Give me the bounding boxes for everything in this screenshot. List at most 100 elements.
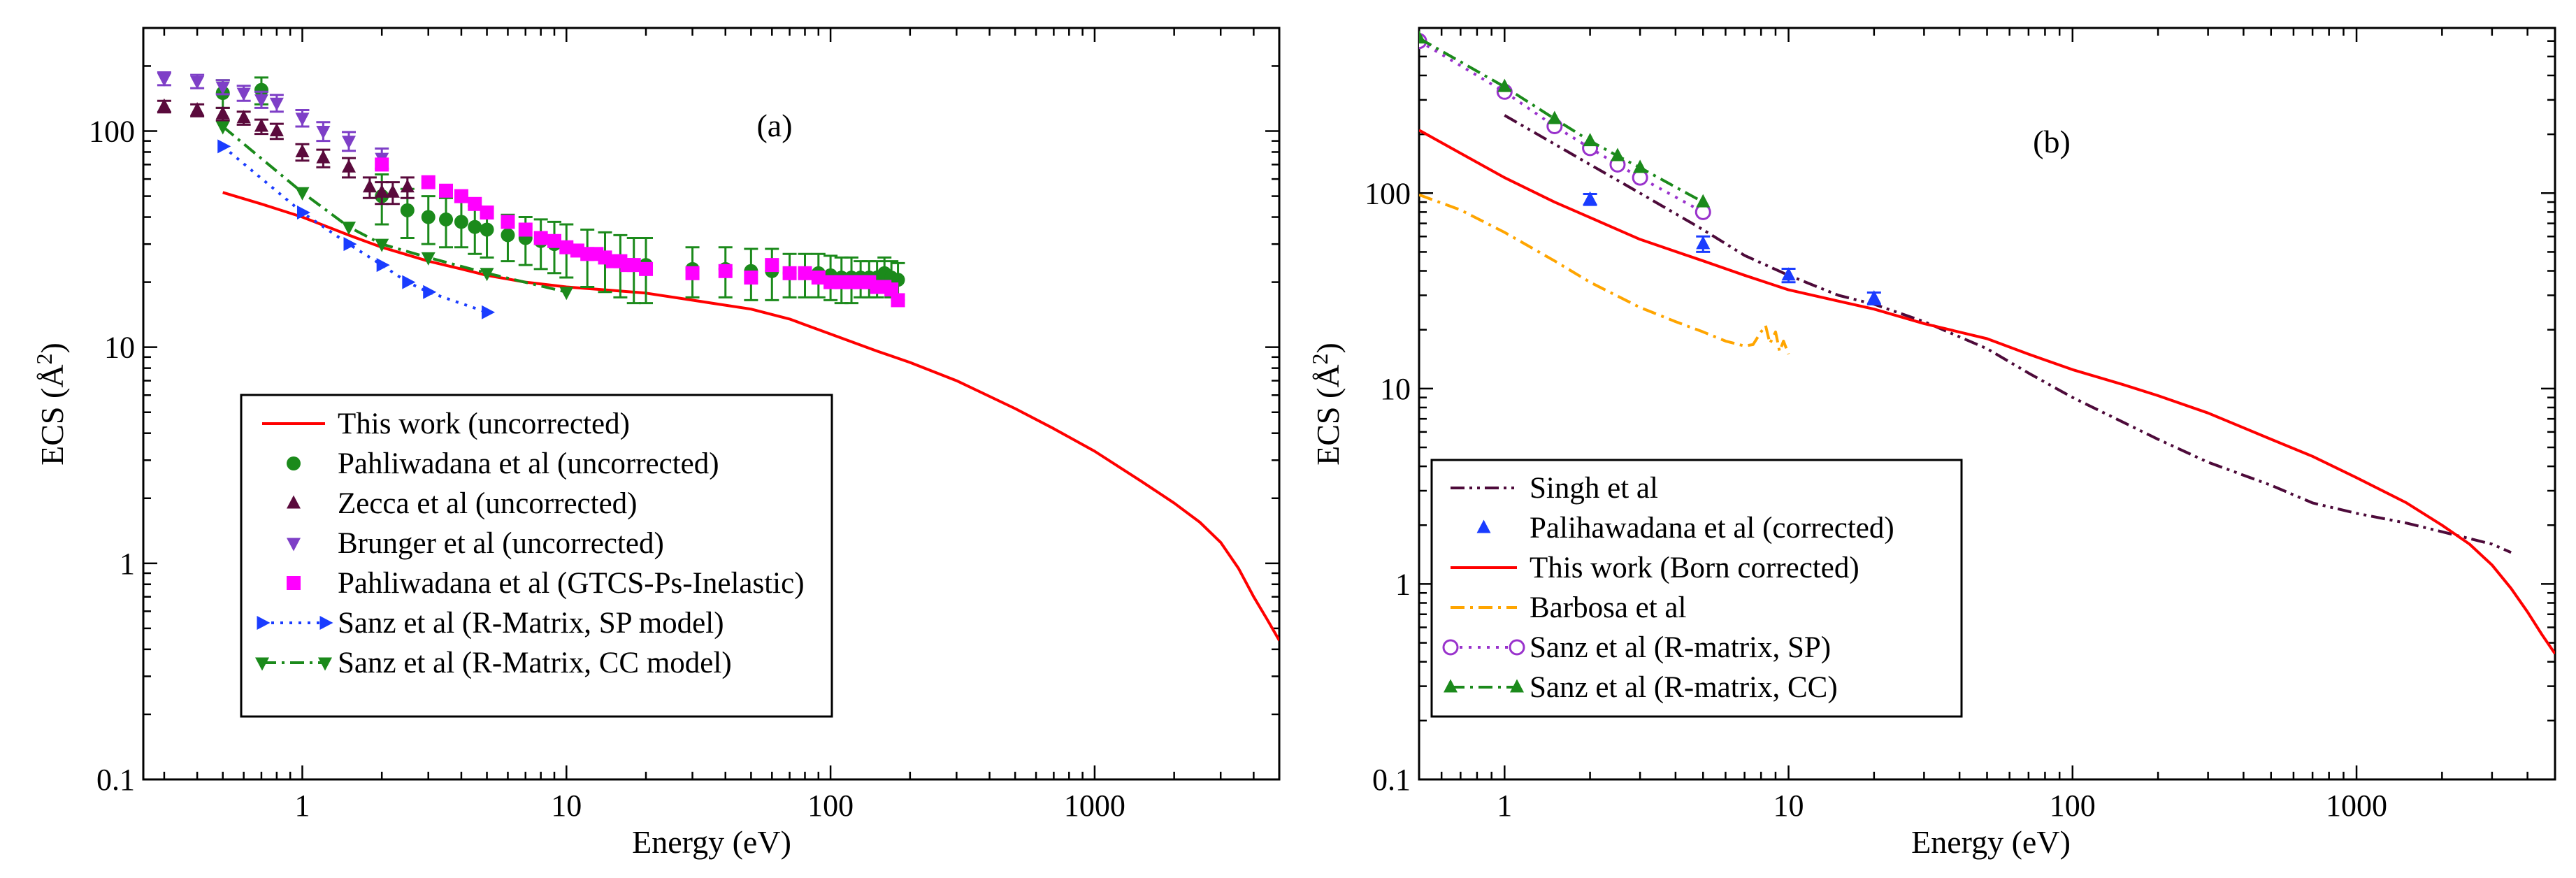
panel-b-x-tick-label: 100	[2050, 789, 2096, 823]
panel-b-series-0	[1504, 114, 2512, 554]
panel-a-data-point	[421, 210, 436, 224]
panel-a-data-point	[254, 94, 268, 108]
panel-a-data-point	[341, 222, 356, 236]
panel-a-x-tick-label: 1	[294, 789, 310, 823]
panel-a-tag: (a)	[756, 108, 792, 143]
panel-b-series-3	[1419, 193, 1790, 355]
panel-a-series-2	[157, 98, 415, 206]
panel-a-data-point	[295, 187, 310, 201]
panel-b-series	[1419, 30, 2555, 655]
panel-b-legend-label: Sanz et al (R-matrix, SP)	[1530, 631, 1831, 664]
panel-a-data-point	[547, 233, 561, 248]
panel-a-data-point	[362, 179, 377, 193]
panel-a-data-point	[559, 287, 574, 301]
panel-b-data-point	[1419, 30, 1426, 44]
panel-b-x-axis-label: Energy (eV)	[1911, 824, 2071, 860]
panel-a-data-point	[215, 121, 230, 135]
panel-a-legend-marker	[255, 657, 269, 671]
panel-a-data-point	[423, 285, 437, 299]
panel-b-ticks: 1 10 100 1000 0.1 1 10 100	[1365, 27, 2556, 823]
panel-b-legend-marker	[1509, 639, 1525, 656]
panel-a-data-point	[891, 293, 905, 308]
panel-b-data-point	[1497, 78, 1512, 92]
panel-b-series-line	[1419, 193, 1790, 355]
panel-b-series-line	[1419, 129, 2555, 655]
panel-a-series-3	[157, 71, 389, 170]
panel-a-data-point	[811, 271, 826, 285]
panel-b: 1 10 100 1000 0.1 1 10 100 (b) Energy (eV) ECS …	[1307, 27, 2556, 860]
panel-b-legend-label: Singh et al	[1530, 472, 1658, 505]
panel-a-y-axis-label: ECS (Å2)	[31, 343, 70, 466]
panel-b-data-point	[1583, 191, 1597, 205]
panel-a-data-point	[765, 258, 779, 273]
panel-a-legend-marker	[287, 538, 301, 552]
panel-b-legend: Singh et al Palihawadana et al (corrected…	[1430, 459, 1963, 718]
panel-a-legend-marker	[319, 616, 333, 630]
panel-a-data-point	[343, 237, 357, 252]
panel-b-series-4	[1419, 33, 1711, 220]
panel-a-data-point	[454, 189, 468, 203]
panel-a-data-point	[798, 266, 812, 280]
panel-a-data-point	[402, 275, 416, 289]
panel-b-y-label-close: )	[1310, 343, 1346, 353]
panel-a-y-tick-label: 1	[120, 547, 135, 581]
panel-b-y-tick-label: 1	[1395, 567, 1411, 601]
panel-a-data-point	[157, 73, 171, 87]
panel-a-legend-marker	[287, 495, 301, 509]
panel-b-x-tick-label: 10	[1773, 789, 1804, 823]
panel-a-legend-box	[240, 394, 833, 718]
panel-b-legend-marker	[1510, 679, 1524, 693]
panel-a-data-point	[190, 75, 205, 89]
panel-b-y-label-main: ECS (Å	[1310, 364, 1346, 465]
panel-a: 1 10 100 1000 0.1 1 10 100 (a) Energy (eV) ECS …	[31, 27, 1281, 860]
panel-a-data-point	[269, 123, 284, 137]
panel-b-y-axis-label: ECS (Å2)	[1307, 343, 1346, 466]
panel-a-legend-label: Sanz et al (R-Matrix, SP model)	[338, 607, 724, 640]
panel-a-legend-label: Pahliwadana et al (uncorrected)	[338, 447, 719, 480]
panel-b-legend-marker	[1476, 519, 1491, 533]
panel-a-data-point	[375, 157, 389, 172]
panel-a-legend-marker	[287, 576, 301, 590]
panel-b-series-2	[1419, 129, 2555, 655]
panel-a-data-point	[236, 87, 251, 101]
panel-a-data-point	[439, 183, 454, 198]
panel-a-data-point	[626, 258, 641, 273]
panel-a-data-point	[482, 305, 496, 319]
panel-a-legend-label: Zecca et al (uncorrected)	[338, 487, 638, 520]
panel-a-data-point	[439, 212, 454, 226]
panel-a-x-tick-label: 100	[807, 789, 854, 823]
panel-b-series-1	[1583, 191, 1881, 305]
panel-b-series-line	[1504, 114, 2512, 554]
panel-b-x-tick-label: 1000	[2326, 789, 2387, 823]
panel-b-data-point	[1781, 267, 1796, 281]
panel-a-data-point	[468, 220, 482, 234]
panel-a-data-point	[480, 222, 494, 237]
panel-a-x-tick-label: 10	[551, 789, 582, 823]
panel-a-legend-marker	[287, 456, 301, 470]
panel-b-data-point	[1610, 147, 1625, 161]
panel-a-data-point	[823, 275, 838, 289]
panel-a-data-point	[295, 143, 310, 157]
panel-b-legend-box	[1430, 459, 1963, 718]
panel-a-data-point	[254, 82, 268, 97]
panel-b-series-line	[1419, 36, 1704, 203]
panel-a-data-point	[341, 159, 356, 173]
panel-b-series-5	[1419, 30, 1711, 208]
panel-a-data-point	[316, 150, 331, 164]
panel-a-ticks: 1 10 100 1000 0.1 1 10 100	[89, 27, 1281, 823]
panel-a-data-point	[744, 271, 758, 285]
panel-b-y-label-sup: 2	[1307, 353, 1332, 364]
panel-b-legend-marker	[1444, 679, 1458, 693]
panel-a-data-point	[501, 215, 515, 229]
panel-a-data-point	[215, 106, 230, 120]
panel-a-y-tick-label: 100	[89, 115, 135, 149]
panel-a-data-point	[454, 215, 468, 229]
panel-a-data-point	[718, 264, 733, 278]
panel-b-y-tick-label: 100	[1365, 176, 1411, 210]
panel-a-frame	[142, 27, 1281, 781]
panel-a-y-tick-label: 0.1	[96, 763, 135, 797]
panel-a-series-4	[375, 157, 905, 308]
panel-a-legend-label: Brunger et al (uncorrected)	[338, 527, 664, 560]
panel-a-data-point	[639, 261, 654, 276]
panel-a-data-point	[157, 98, 171, 112]
